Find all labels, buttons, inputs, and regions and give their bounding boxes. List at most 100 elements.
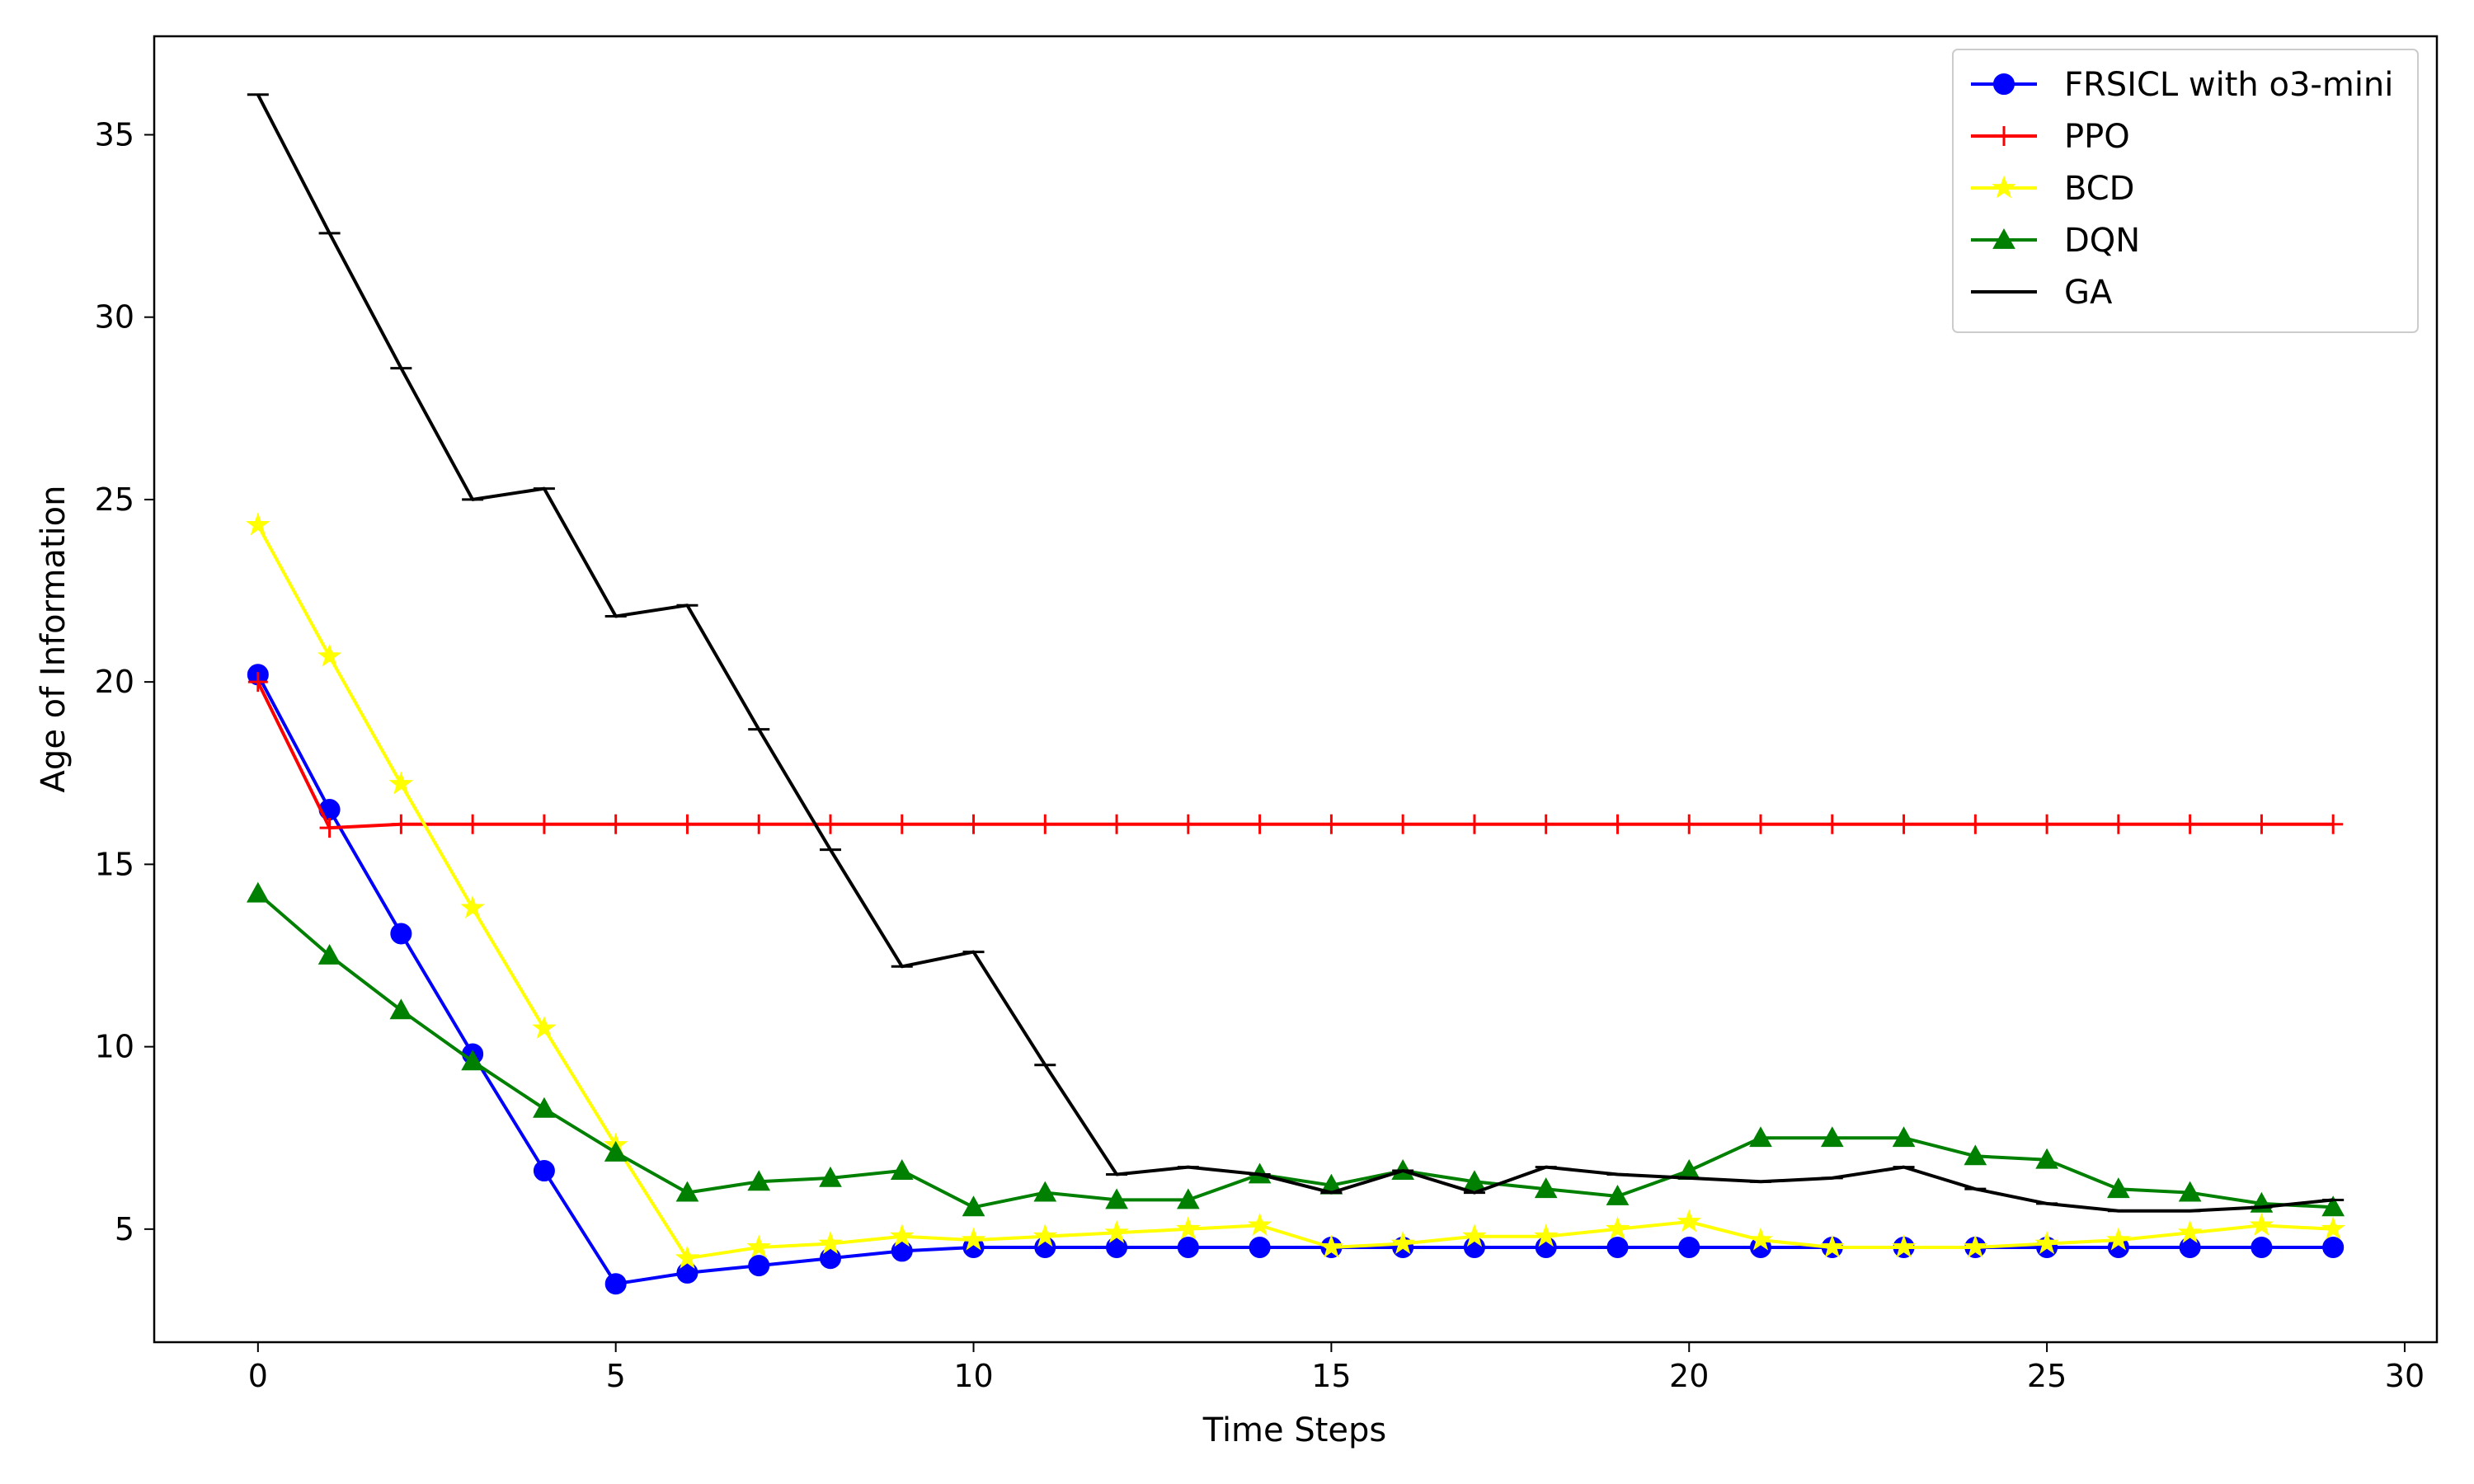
legend-label: PPO: [2064, 118, 2130, 156]
data-point-ppo: [677, 814, 698, 834]
legend-marker: [1992, 228, 2015, 249]
data-point-dqn: [461, 1050, 484, 1071]
data-point-bcd: [1462, 1223, 1487, 1247]
data-point-ppo: [1464, 814, 1484, 834]
data-point-ppo: [2037, 814, 2058, 834]
y-tick-label: 30: [95, 299, 134, 336]
data-point-bcd: [388, 771, 414, 795]
data-point-dqn: [2178, 1181, 2202, 1202]
data-point-ppo: [1249, 814, 1270, 834]
legend-label: DQN: [2064, 222, 2140, 260]
legend-marker: [1994, 126, 2014, 146]
data-point-bcd: [1104, 1219, 1129, 1243]
data-point-bcd: [460, 895, 485, 919]
series-line-dqn: [256, 892, 2334, 1209]
data-point-bcd: [1891, 1234, 1917, 1258]
data-point-bcd: [1963, 1234, 1988, 1258]
data-point-ppo: [963, 814, 984, 834]
data-point-dqn: [675, 1181, 699, 1202]
data-point-bcd: [818, 1230, 843, 1255]
x-tick-label: 30: [2385, 1358, 2425, 1394]
data-point-dqn: [962, 1195, 985, 1217]
data-point-bcd: [746, 1234, 771, 1258]
series-line-ppo: [256, 681, 2334, 830]
data-point-dqn: [1033, 1181, 1057, 1202]
data-point-ppo: [1107, 814, 1127, 834]
data-point-ppo: [1607, 814, 1628, 834]
y-tick-label: 25: [95, 481, 134, 518]
data-point-bcd: [1677, 1209, 1702, 1233]
data-point-bcd: [1032, 1223, 1058, 1247]
data-point-frsicl-with-o3-mini: [2322, 1236, 2345, 1258]
data-point-dqn: [1463, 1170, 1486, 1191]
data-point-ppo: [820, 814, 840, 834]
data-point-bcd: [1176, 1216, 1201, 1240]
data-point-bcd: [1533, 1223, 1559, 1247]
data-point-frsicl-with-o3-mini: [891, 1240, 913, 1262]
data-point-dqn: [533, 1097, 556, 1118]
data-point-frsicl-with-o3-mini: [2179, 1236, 2201, 1258]
data-point-frsicl-with-o3-mini: [1678, 1236, 1700, 1258]
y-tick-label: 20: [95, 664, 134, 700]
data-point-dqn: [1892, 1126, 1916, 1148]
data-point-ppo: [1751, 814, 1771, 834]
data-point-bcd: [1319, 1234, 1344, 1258]
data-point-dqn: [1176, 1188, 1200, 1209]
data-point-frsicl-with-o3-mini: [533, 1160, 555, 1182]
x-tick-label: 20: [1669, 1358, 1709, 1394]
data-point-ppo: [1679, 814, 1700, 834]
data-point-ppo: [1822, 814, 1842, 834]
legend-label: GA: [2064, 274, 2113, 312]
data-point-dqn: [1534, 1177, 1558, 1199]
data-point-bcd: [2249, 1212, 2274, 1236]
legend-item-ppo: PPO: [1971, 118, 2130, 156]
data-point-ppo: [1536, 814, 1556, 834]
data-point-ppo: [1178, 814, 1198, 834]
data-point-dqn: [2035, 1148, 2058, 1169]
series-line-frsicl-with-o3-mini: [256, 674, 2334, 1286]
data-point-dqn: [890, 1159, 914, 1180]
y-tick-label: 15: [95, 846, 134, 882]
x-tick-label: 0: [248, 1358, 268, 1394]
data-point-bcd: [2106, 1227, 2131, 1251]
data-point-dqn: [747, 1170, 771, 1191]
axes: 0 5 10 15 20 25 30 5 10 15 20 25 30 35: [95, 35, 2439, 1394]
data-point-bcd: [889, 1223, 915, 1247]
legend-label: BCD: [2064, 170, 2134, 208]
data-point-ppo: [2108, 814, 2128, 834]
data-point-ppo: [1965, 814, 1986, 834]
data-point-frsicl-with-o3-mini: [748, 1255, 770, 1277]
y-tick-label: 35: [95, 116, 134, 153]
data-point-bcd: [2321, 1216, 2345, 1240]
data-point-frsicl-with-o3-mini: [676, 1261, 698, 1284]
legend-item-ga: GA: [1971, 274, 2113, 312]
data-point-ppo: [2251, 814, 2272, 834]
series-dqn: [246, 881, 2345, 1217]
data-point-dqn: [2107, 1177, 2130, 1199]
data-point-ppo: [1393, 814, 1413, 834]
data-point-dqn: [2321, 1195, 2345, 1217]
data-point-bcd: [961, 1227, 986, 1251]
legend: FRSICL with o3-mini PPO BCD DQN GA: [1952, 49, 2419, 333]
series-bcd: [246, 512, 2345, 1269]
legend-item-dqn: DQN: [1971, 222, 2140, 260]
data-point-ppo: [319, 818, 340, 838]
x-axis-label: Time Steps: [1202, 1411, 1387, 1449]
y-tick-label: 10: [95, 1029, 134, 1065]
series-ga: [247, 93, 2345, 1213]
data-point-bcd: [246, 512, 270, 536]
legend-marker: [1992, 175, 2016, 199]
plot-frame: [153, 35, 2439, 1344]
data-point-bcd: [1820, 1234, 1845, 1258]
data-point-dqn: [819, 1166, 842, 1187]
series-ppo: [247, 672, 2344, 838]
data-point-dqn: [1964, 1144, 1987, 1166]
data-point-ppo: [749, 814, 769, 834]
data-point-bcd: [1605, 1216, 1630, 1240]
data-point-ppo: [463, 814, 483, 834]
y-tick-label: 5: [115, 1211, 134, 1247]
x-tick-label: 15: [1311, 1358, 1351, 1394]
data-point-ppo: [247, 672, 268, 693]
data-point-bcd: [1247, 1212, 1272, 1236]
